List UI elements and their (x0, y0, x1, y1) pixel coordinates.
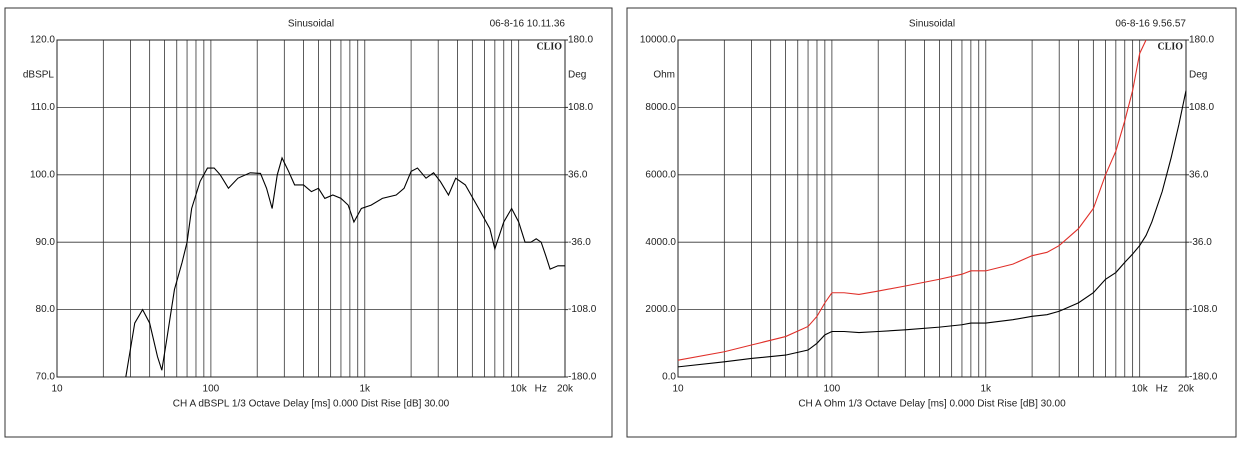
x-tick-label: 20k (1178, 384, 1195, 395)
x-tick-label: 100 (203, 384, 220, 395)
y2-axis-label: Deg (1189, 70, 1207, 81)
plot-frame (56, 39, 566, 378)
x-unit: Hz (535, 384, 547, 395)
y-tick-label: 2000.0 (645, 304, 676, 315)
chart-title: Sinusoidal (288, 19, 334, 30)
footer: CH A Ohm 1/3 Octave Delay [ms] 0.000 Dis… (798, 399, 1066, 410)
series-line (677, 90, 1187, 368)
panel-frame (626, 7, 1237, 438)
x-tick-label: 20k (557, 384, 574, 395)
x-tick-label: 10 (51, 384, 63, 395)
y2-tick-label: -180.0 (1189, 372, 1218, 383)
chart-title: Sinusoidal (909, 19, 955, 30)
x-tick-label: 10k (1132, 384, 1149, 395)
y2-tick-label: 180.0 (1189, 35, 1214, 46)
panel-frame (4, 7, 613, 438)
y-axis-label: dBSPL (23, 70, 55, 81)
x-tick-label: 1k (360, 384, 372, 395)
timestamp: 06-8-16 10.11.36 (490, 19, 566, 30)
y-tick-label: 10000.0 (640, 35, 677, 46)
y-tick-label: 80.0 (36, 304, 56, 315)
x-tick-label: 1k (981, 384, 993, 395)
y2-tick-label: -108.0 (568, 304, 597, 315)
y2-tick-label: 108.0 (568, 102, 593, 113)
y2-tick-label: 36.0 (568, 169, 588, 180)
y-tick-label: 110.0 (31, 102, 56, 113)
y2-tick-label: -180.0 (568, 372, 597, 383)
y2-tick-label: 108.0 (1189, 102, 1214, 113)
footer: CH A dBSPL 1/3 Octave Delay [ms] 0.000 D… (173, 399, 450, 410)
brand: CLIO (1157, 41, 1183, 52)
y-tick-label: 4000.0 (645, 237, 676, 248)
x-tick-label: 100 (824, 384, 841, 395)
y-tick-label: 100.0 (30, 169, 55, 180)
x-tick-label: 10k (511, 384, 528, 395)
x-tick-label: 10 (672, 384, 684, 395)
y2-tick-label: -36.0 (568, 237, 591, 248)
y2-tick-label: -108.0 (1189, 304, 1218, 315)
y2-tick-label: -36.0 (1189, 237, 1212, 248)
y-tick-label: 0.0 (662, 372, 676, 383)
series-line (125, 156, 565, 378)
y-tick-label: 70.0 (36, 372, 56, 383)
y-axis-label: Ohm (653, 70, 675, 81)
timestamp: 06-8-16 9.56.57 (1115, 19, 1186, 30)
x-unit: Hz (1156, 384, 1168, 395)
brand: CLIO (536, 41, 562, 52)
y2-axis-label: Deg (568, 70, 586, 81)
y-tick-label: 6000.0 (645, 169, 676, 180)
plot-frame (677, 39, 1187, 378)
y-tick-label: 120.0 (30, 35, 55, 46)
y-tick-label: 90.0 (36, 237, 56, 248)
y2-tick-label: 36.0 (1189, 169, 1209, 180)
y-tick-label: 8000.0 (645, 102, 676, 113)
y2-tick-label: 180.0 (568, 35, 593, 46)
series-line (677, 39, 1147, 361)
